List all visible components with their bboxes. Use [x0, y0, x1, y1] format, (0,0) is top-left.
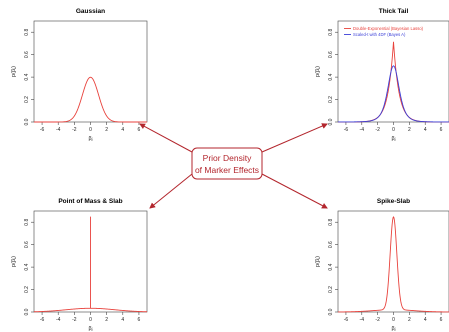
chart-title: Point of Mass & Slab	[58, 198, 122, 205]
y-tick-label: 0.8	[328, 219, 334, 226]
x-tick-label: -4	[56, 127, 61, 133]
series-line-1	[338, 41, 449, 123]
y-tick-label: 0.8	[328, 29, 334, 36]
y-tick-label: 0.0	[24, 308, 30, 315]
y-tick-label: 0.0	[328, 308, 334, 315]
y-tick-label: 0.0	[24, 118, 30, 125]
y-axis-label: p(βⱼ)	[315, 66, 321, 77]
center-label-line-1: Prior Density	[203, 153, 252, 163]
legend-label: Double-Exponential (Bayesian Lasso)	[353, 26, 424, 31]
chart-title: Spike-Slab	[377, 198, 410, 205]
y-tick-label: 0.4	[24, 73, 30, 80]
x-tick-label: -2	[72, 127, 77, 133]
x-axis-label: βⱼ	[88, 136, 92, 142]
x-tick-label: 6	[440, 127, 443, 133]
center-label-line-2: of Marker Effects	[195, 165, 259, 175]
x-axis-label: βⱼ	[88, 326, 92, 332]
chart-title: Gaussian	[76, 8, 105, 15]
y-tick-label: 0.2	[24, 96, 30, 103]
x-tick-label: -4	[360, 317, 365, 323]
x-tick-label: 6	[440, 317, 443, 323]
y-tick-label: 0.2	[328, 96, 334, 103]
x-tick-label: 0	[392, 317, 395, 323]
panel-thick-tail: Thick Tail -6 -4 -2 0 2 4 6 0.0 0.2 0.4 0.6 0.8 βⱼ p(β…	[315, 8, 449, 142]
x-tick-label: 4	[424, 317, 427, 323]
x-tick-label: 4	[121, 317, 124, 323]
series-line-1	[34, 76, 147, 123]
x-tick-label: -4	[56, 317, 61, 323]
center-concept: Prior Density of Marker Effects	[139, 123, 328, 209]
x-tick-label: 2	[408, 127, 411, 133]
y-tick-label: 0.8	[24, 219, 30, 226]
y-tick-label: 0.2	[24, 286, 30, 293]
x-tick-label: 6	[138, 317, 141, 323]
y-tick-label: 0.6	[24, 241, 30, 248]
x-tick-label: 0	[89, 317, 92, 323]
x-tick-label: -2	[72, 317, 77, 323]
y-axis-label: p(βⱼ)	[11, 66, 17, 77]
y-tick-label: 0.0	[328, 118, 334, 125]
x-tick-label: 4	[424, 127, 427, 133]
legend: Double-Exponential (Bayesian Lasso)Scale…	[344, 26, 424, 37]
panel-gaussian: Gaussian -6 -4 -2 0 2 4 6 0.0 0.2 0.4 0.6 0.8 βⱼ p(βⱼ)	[11, 8, 148, 142]
y-axis-label: p(βⱼ)	[11, 256, 17, 267]
series-line-2	[338, 65, 449, 123]
x-tick-label: 0	[392, 127, 395, 133]
y-tick-label: 0.6	[328, 51, 334, 58]
y-tick-label: 0.6	[328, 241, 334, 248]
y-tick-label: 0.4	[24, 263, 30, 270]
x-tick-label: -6	[40, 317, 45, 323]
panel-point-mass-slab: Point of Mass & Slab -6 -4 -2 0 2 4 6 0.0 0.2 0.4 0…	[11, 198, 148, 332]
x-axis-label: βⱼ	[391, 136, 395, 142]
x-tick-label: -6	[40, 127, 45, 133]
series-line-1	[34, 307, 147, 313]
x-tick-label: -6	[344, 317, 349, 323]
x-tick-label: 2	[105, 127, 108, 133]
series-line-1	[338, 216, 449, 313]
legend-label: Scaled-t with 4DF (Bayes A)	[353, 32, 406, 37]
plot-frame	[33, 20, 148, 123]
y-tick-label: 0.6	[24, 51, 30, 58]
panel-spike-slab: Spike-Slab -6 -4 -2 0 2 4 6 0.0 0.2 0.4 0.6 0.8 βⱼ p(β…	[315, 198, 449, 332]
arrow-to-thick-tail	[261, 123, 328, 153]
center-label-box	[191, 147, 263, 180]
x-tick-label: 2	[105, 317, 108, 323]
y-tick-label: 0.8	[24, 29, 30, 36]
x-tick-label: -2	[375, 127, 380, 133]
x-tick-label: -2	[375, 317, 380, 323]
y-tick-label: 0.2	[328, 286, 334, 293]
x-tick-label: 6	[138, 127, 141, 133]
chart-title: Thick Tail	[379, 8, 409, 15]
x-tick-label: 0	[89, 127, 92, 133]
y-axis-label: p(βⱼ)	[315, 256, 321, 267]
arrow-to-gaussian	[139, 123, 193, 153]
x-tick-label: 4	[121, 127, 124, 133]
y-tick-label: 0.4	[328, 73, 334, 80]
x-tick-label: 2	[408, 317, 411, 323]
x-axis-label: βⱼ	[391, 326, 395, 332]
x-tick-label: -6	[344, 127, 349, 133]
arrow-to-point-mass-slab	[149, 173, 193, 209]
y-tick-label: 0.4	[328, 263, 334, 270]
arrow-to-spike-slab	[261, 173, 328, 209]
plot-frame	[337, 210, 449, 313]
x-tick-label: -4	[360, 127, 365, 133]
